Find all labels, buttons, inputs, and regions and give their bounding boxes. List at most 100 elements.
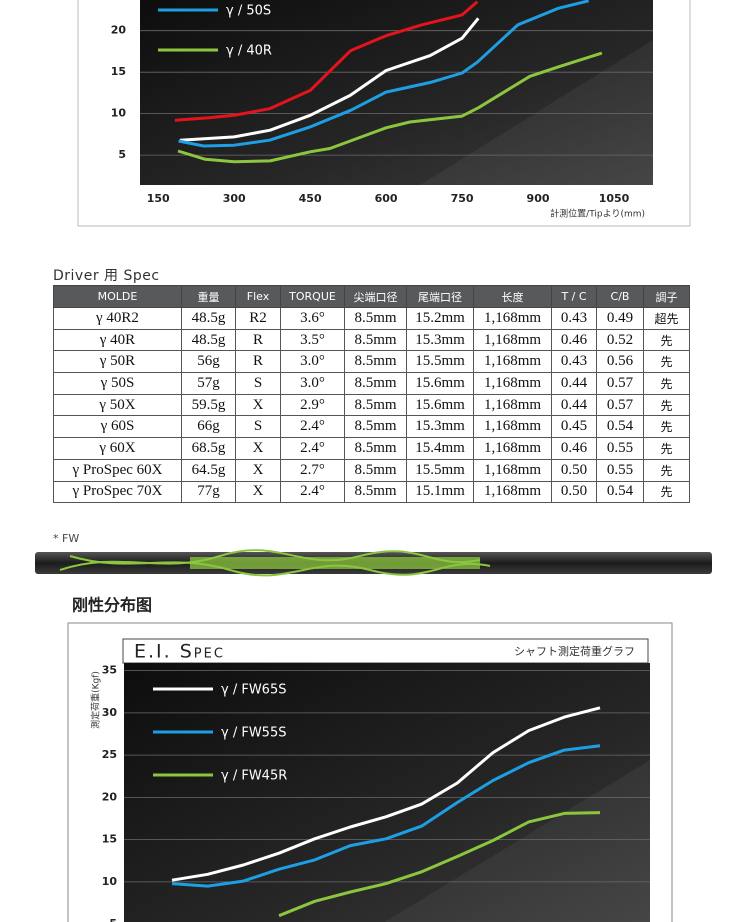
table-cell: X — [235, 480, 281, 504]
table-cell: γ 40R2 — [53, 307, 182, 330]
y-tick-label: 35 — [102, 664, 117, 677]
x-axis-label: 計測位置/Tipより(mm) — [550, 208, 645, 220]
table-cell: γ 60X — [53, 437, 182, 460]
series-line — [278, 811, 601, 918]
table-cell: 1,168mm — [473, 328, 552, 352]
table-cell: 8.5mm — [344, 437, 407, 460]
table-cell: 3.0° — [280, 350, 345, 374]
header-cell: C/B — [596, 285, 644, 308]
table-cell: 先 — [643, 393, 690, 417]
table-cell: 0.44 — [551, 372, 597, 395]
table-cell: 15.3mm — [406, 328, 474, 352]
table-cell: S — [235, 415, 281, 439]
legend-label: γ / 50S — [226, 4, 271, 19]
table-cell: 68.5g — [181, 437, 236, 460]
table-cell: 2.4° — [280, 437, 345, 460]
table-cell: 先 — [643, 480, 690, 504]
y-tick-label: 15 — [111, 65, 126, 78]
chart-subtitle: シャフト測定荷重グラフ — [514, 644, 635, 658]
table-cell: 2.4° — [280, 415, 345, 439]
y-tick-label: 5 — [109, 917, 117, 922]
header-cell: TORQUE — [280, 285, 345, 308]
series-line — [171, 706, 601, 882]
y-tick-label: 20 — [111, 24, 127, 37]
table-cell: 0.46 — [551, 328, 597, 352]
table-cell: 8.5mm — [344, 393, 407, 417]
table-cell: 0.55 — [596, 437, 644, 460]
table-cell: 0.56 — [596, 350, 644, 374]
table-cell: 1,168mm — [473, 458, 552, 482]
table-cell: γ ProSpec 60X — [53, 458, 182, 482]
table-cell: 0.49 — [596, 307, 644, 330]
table-cell: 0.45 — [551, 415, 597, 439]
table-cell: X — [235, 437, 281, 460]
table-cell: 8.5mm — [344, 458, 407, 482]
series-line — [178, 0, 590, 148]
legend-label: γ / FW65S — [221, 683, 286, 698]
x-tick-label: 300 — [223, 192, 246, 205]
series-line — [177, 51, 603, 164]
x-tick-label: 150 — [147, 192, 170, 205]
table-cell: 8.5mm — [344, 372, 407, 395]
table-cell: 8.5mm — [344, 415, 407, 439]
section-title: 刚性分布图 — [72, 596, 152, 615]
table-cell: R — [235, 350, 281, 374]
x-tick-label: 600 — [375, 192, 398, 205]
table-cell: 0.52 — [596, 328, 644, 352]
chart-title: E.I. Spec — [134, 641, 225, 663]
chart-title-box — [122, 638, 649, 664]
table-row: γ ProSpec 70X 77g X 2.4° 8.5mm 15.1mm 1,168mm 0… — [53, 480, 690, 504]
table-cell: 0.44 — [551, 393, 597, 417]
table-row: γ ProSpec 60X 64.5g X 2.7° 8.5mm 15.5mm 1,168m… — [53, 458, 690, 482]
plot-shade — [420, 40, 653, 185]
table-cell: 2.4° — [280, 480, 345, 504]
table-cell: 先 — [643, 328, 690, 352]
table-cell: 15.1mm — [406, 480, 474, 504]
table-cell: 1,168mm — [473, 350, 552, 374]
table-cell: 59.5g — [181, 393, 236, 417]
table-cell: γ 50R — [53, 350, 182, 374]
table-cell: 15.3mm — [406, 415, 474, 439]
table-cell: X — [235, 458, 281, 482]
y-tick-label: 10 — [102, 875, 118, 888]
legend-label: γ / FW45R — [221, 769, 287, 784]
table-caption: Driver 用 Spec — [53, 268, 160, 284]
legend-label: γ / 40R — [226, 44, 272, 59]
header-cell: T / C — [551, 285, 597, 308]
table-cell: 3.5° — [280, 328, 345, 352]
table-cell: 77g — [181, 480, 236, 504]
table-cell: 先 — [643, 350, 690, 374]
table-cell: 先 — [643, 437, 690, 460]
table-row: γ 40R 48.5g R 3.5° 8.5mm 15.3mm 1,168mm 0.46 0.5… — [53, 328, 690, 352]
table-cell: 8.5mm — [344, 350, 407, 374]
series-group — [174, 0, 603, 164]
table-cell: γ ProSpec 70X — [53, 480, 182, 504]
table-cell: 0.50 — [551, 480, 597, 504]
table-cell: 1,168mm — [473, 480, 552, 504]
y-axis-label: 測定荷重(Kgf) — [90, 671, 102, 729]
header-cell: Flex — [235, 285, 281, 308]
table-cell: 0.54 — [596, 480, 644, 504]
table-cell: X — [235, 393, 281, 417]
table-cell: γ 50X — [53, 393, 182, 417]
spec-table: MOLDE 重量 Flex TORQUE 尖端口径 尾端口径 长度 T / C C/B 調子 γ … — [53, 285, 690, 504]
table-cell: R — [235, 328, 281, 352]
table-cell: 1,168mm — [473, 437, 552, 460]
table-cell: 先 — [643, 458, 690, 482]
table-cell: 超先 — [643, 307, 690, 330]
y-tick-label: 20 — [102, 790, 118, 803]
table-row: γ 50R 56g R 3.0° 8.5mm 15.5mm 1,168mm 0.43 0.56 先 — [53, 350, 690, 374]
table-row: γ 50S 57g S 3.0° 8.5mm 15.6mm 1,168mm 0.44 0.57 先 — [53, 372, 690, 395]
header-cell: 尖端口径 — [344, 285, 407, 308]
table-cell: 66g — [181, 415, 236, 439]
header-cell: 尾端口径 — [406, 285, 474, 308]
table-row: γ 50X 59.5g X 2.9° 8.5mm 15.6mm 1,168mm 0.44 0.5… — [53, 393, 690, 417]
table-cell: γ 40R — [53, 328, 182, 352]
table-cell: 48.5g — [181, 328, 236, 352]
table-cell: R2 — [235, 307, 281, 330]
header-row: MOLDE 重量 Flex TORQUE 尖端口径 尾端口径 长度 T / C C/B 調子 — [53, 285, 690, 308]
table-cell: 1,168mm — [473, 372, 552, 395]
x-tick-label: 450 — [299, 192, 322, 205]
y-tick-label: 5 — [118, 148, 126, 161]
